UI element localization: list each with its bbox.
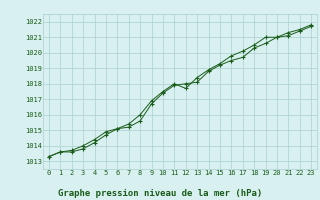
Text: Graphe pression niveau de la mer (hPa): Graphe pression niveau de la mer (hPa) (58, 189, 262, 198)
